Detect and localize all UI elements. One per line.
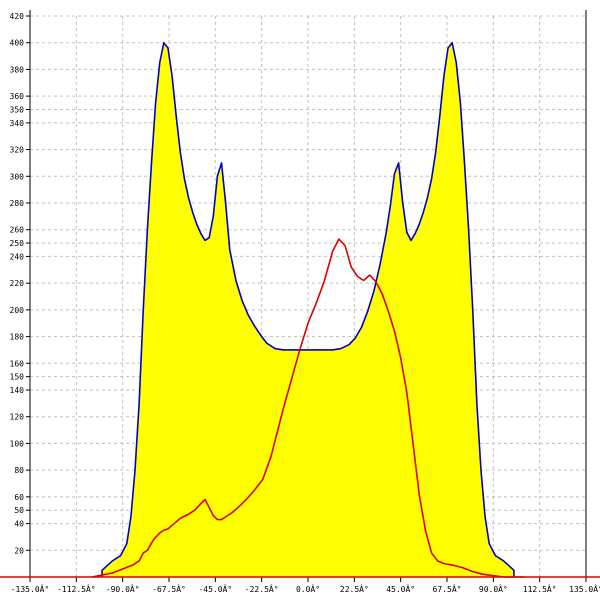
y-tick-label: 180 bbox=[10, 333, 25, 342]
x-tick-label: 90.0Â° bbox=[479, 583, 508, 594]
series-2-line bbox=[91, 238, 525, 578]
y-tick-label: 320 bbox=[10, 146, 25, 155]
y-tick-label: 20 bbox=[14, 546, 24, 555]
y-tick-label: 260 bbox=[10, 226, 25, 235]
y-tick-label: 360 bbox=[10, 92, 25, 101]
x-tick-label: 45.0Â° bbox=[386, 583, 415, 594]
y-tick-label: 250 bbox=[10, 239, 25, 248]
y-tick-label: 120 bbox=[10, 413, 25, 422]
y-tick-label: 80 bbox=[14, 466, 24, 475]
y-tick-label: 140 bbox=[10, 386, 25, 395]
x-tick-label: -45.0Â° bbox=[198, 583, 232, 594]
y-tick-label: 160 bbox=[10, 359, 25, 368]
series-layer bbox=[91, 41, 525, 578]
x-tick-label: -67.5Â° bbox=[152, 583, 186, 594]
y-tick-label: 380 bbox=[10, 65, 25, 74]
y-tick-label: 400 bbox=[10, 39, 25, 48]
tick-labels: 20 40 50 60 80 100 120 140 150 160 180 200 220 240 250… bbox=[10, 12, 600, 594]
x-tick-label: -112.5Â° bbox=[57, 583, 96, 594]
y-tick-label: 200 bbox=[10, 306, 25, 315]
series-1-area bbox=[102, 42, 514, 577]
grid bbox=[30, 15, 587, 577]
axes bbox=[0, 10, 600, 582]
x-tick-label: -135.0Â° bbox=[11, 583, 50, 594]
y-tick-label: 300 bbox=[10, 172, 25, 181]
y-tick-label: 340 bbox=[10, 119, 25, 128]
series-1-line bbox=[101, 41, 515, 577]
y-tick-label: 240 bbox=[10, 252, 25, 261]
x-tick-label: 135.0Â° bbox=[569, 583, 600, 594]
y-tick-label: 150 bbox=[10, 373, 25, 382]
y-tick-label: 40 bbox=[14, 520, 24, 529]
x-tick-label: 112.5Â° bbox=[523, 583, 557, 594]
y-tick-label: 420 bbox=[10, 12, 25, 21]
y-tick-label: 50 bbox=[14, 506, 24, 515]
x-tick-label: 67.5Â° bbox=[433, 583, 462, 594]
y-tick-label: 100 bbox=[10, 439, 25, 448]
x-tick-label: 0.0Â° bbox=[296, 583, 320, 594]
y-tick-label: 350 bbox=[10, 106, 25, 115]
y-tick-label: 280 bbox=[10, 199, 25, 208]
y-tick-label: 60 bbox=[14, 493, 24, 502]
x-tick-label: -90.0Â° bbox=[106, 583, 140, 594]
x-tick-label: -22.5Â° bbox=[245, 583, 279, 594]
x-tick-label: 22.5Â° bbox=[340, 583, 369, 594]
y-tick-label: 220 bbox=[10, 279, 25, 288]
